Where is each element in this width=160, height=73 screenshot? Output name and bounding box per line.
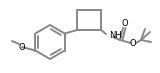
Text: O: O [121, 19, 128, 28]
Text: O: O [19, 42, 25, 51]
Text: NH: NH [109, 32, 122, 41]
Text: O: O [130, 39, 136, 48]
